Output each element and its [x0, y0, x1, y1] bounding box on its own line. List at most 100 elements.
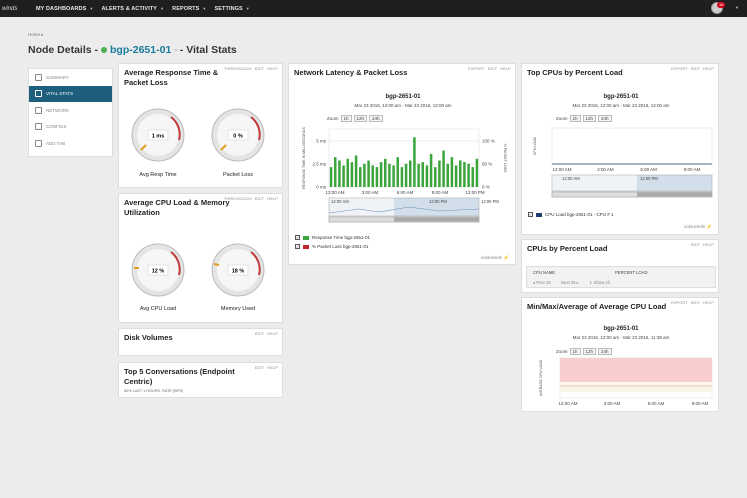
export-link[interactable]: EXPORT	[468, 67, 485, 71]
edit-link[interactable]: EDIT	[690, 243, 701, 247]
sidebar-item-configs[interactable]: CONFIGS	[29, 119, 112, 136]
brand-logo[interactable]: winds	[2, 5, 18, 12]
legend-label: Response Time bgp-2651-01	[312, 235, 371, 240]
legend-swatch	[303, 235, 309, 240]
help-link[interactable]: HELP	[267, 366, 278, 370]
edit-link[interactable]: EDIT	[690, 67, 701, 71]
help-link[interactable]: HELP	[500, 67, 511, 71]
legend-item[interactable]: ✓ Response Time bgp-2651-01	[295, 235, 370, 240]
legend-item[interactable]: ✓ CPU Load bgp-2651-01 - CPU # 1	[528, 212, 614, 217]
panel-response-time: Average Response Time & Packet Loss THRE…	[118, 63, 283, 188]
gauge-caption: Packet Loss	[223, 172, 253, 178]
tab-sidebar: SUMMARY VITAL STATS NETWORK CONFIGS ADD …	[28, 68, 113, 157]
help-link[interactable]: HELP	[703, 301, 714, 305]
edit-link[interactable]: EDIT	[254, 197, 265, 201]
bar	[475, 158, 479, 187]
notification-badge[interactable]: 16	[717, 2, 726, 8]
zoom-1h-button[interactable]: 1h	[340, 115, 352, 122]
logo-mark-icon: ⚡	[706, 224, 712, 229]
zoom-1h-button[interactable]: 1h	[569, 115, 581, 122]
panel-links: EDIT HELP	[252, 332, 278, 336]
nav-alerts-activity[interactable]: ALERTS & ACTIVITY ▼	[101, 6, 164, 12]
edit-link[interactable]: EDIT	[254, 67, 265, 71]
bar	[454, 165, 458, 187]
user-menu[interactable]: 16	[711, 2, 726, 15]
plus-icon	[35, 139, 42, 147]
bar	[346, 158, 349, 187]
export-link[interactable]: EXPORT	[671, 301, 688, 305]
x-tick-label: 12:00 PM	[465, 190, 485, 195]
node-name-link[interactable]: bgp-2651-01	[110, 44, 172, 56]
x-tick-label: 12:00 AM	[325, 190, 344, 195]
home-icon	[35, 73, 42, 81]
gear-icon	[35, 123, 42, 131]
nav-my-dashboards[interactable]: MY DASHBOARDS ▼	[36, 6, 93, 12]
thresholds-link[interactable]: THRESHOLDS	[223, 197, 252, 201]
help-link[interactable]: HELP	[267, 197, 278, 201]
bar	[459, 160, 462, 187]
bar	[425, 165, 429, 187]
bar	[434, 167, 437, 187]
cpu-table: CPU NAME PERCENT LOAD ◂ Prev 25 Next 25 …	[526, 266, 716, 288]
legend-swatch	[303, 244, 309, 249]
zoom-24h-button[interactable]: 24h	[369, 115, 383, 122]
panel-cpu-memory: Average CPU Load & Memory Utilization TH…	[118, 193, 283, 323]
legend-item[interactable]: ✓ % Packet Loss bgp-2651-01	[295, 244, 369, 249]
bar	[379, 162, 383, 187]
chevron-down-icon[interactable]: ▼	[735, 5, 739, 10]
gauge-value: 1 ms	[152, 134, 165, 140]
zoom-12h-button[interactable]: 12h	[582, 348, 597, 355]
edit-link[interactable]: EDIT	[254, 366, 265, 370]
zoom-label: Zoom	[327, 116, 339, 121]
breadcrumb-home[interactable]: Home	[28, 32, 41, 37]
help-link[interactable]: HELP	[703, 243, 714, 247]
bar	[429, 153, 433, 187]
zoom-12h-button[interactable]: 12h	[353, 115, 368, 122]
bar	[421, 162, 424, 187]
bar	[396, 157, 399, 187]
zoom-24h-button[interactable]: 24h	[598, 115, 612, 122]
y-tick-label: 2.5 ms	[312, 162, 326, 167]
help-link[interactable]: HELP	[703, 67, 714, 71]
nav-reports[interactable]: REPORTS ▼	[172, 6, 206, 12]
sidebar-item-vital-stats[interactable]: VITAL STATS	[29, 85, 112, 102]
sidebar-item-add-tab[interactable]: ADD TAB	[29, 135, 112, 152]
zoom-controls: Zoom 1h 12h 24h	[556, 115, 612, 122]
thresholds-link[interactable]: THRESHOLDS	[223, 67, 252, 71]
zoom-12h-button[interactable]: 12h	[582, 115, 597, 122]
bar	[450, 157, 454, 187]
zoom-1h-button[interactable]: 1h	[569, 348, 581, 355]
title-suffix: - Vital Stats	[179, 44, 237, 56]
show-all-link[interactable]: ⇕ Show All	[589, 280, 610, 285]
sidebar-item-summary[interactable]: SUMMARY	[29, 69, 112, 86]
x-tick-label: 9:00 AM	[692, 401, 709, 406]
panel-title: CPUs by Percent Load	[527, 244, 608, 253]
nav-settings[interactable]: SETTINGS ▼	[214, 6, 249, 12]
x-tick-label: 9:00 AM	[684, 167, 701, 172]
pager-next[interactable]: Next 25 ▸	[561, 280, 579, 285]
zoom-24h-button[interactable]: 24h	[598, 348, 612, 355]
checkbox[interactable]: ✓	[295, 244, 300, 249]
bar	[467, 163, 470, 187]
panel-links: EXPORT EDIT HELP	[668, 67, 714, 71]
checkbox[interactable]: ✓	[295, 235, 300, 240]
help-link[interactable]: HELP	[267, 67, 278, 71]
pager-prev[interactable]: ◂ Prev 25	[533, 280, 551, 285]
x-tick-label: 6:00 AM	[648, 401, 665, 406]
sidebar-item-label: VITAL STATS	[46, 91, 74, 97]
bar	[471, 167, 474, 187]
export-link[interactable]: EXPORT	[671, 67, 688, 71]
breadcrumb[interactable]: Home ▸	[28, 32, 44, 38]
edit-link[interactable]: EDIT	[487, 67, 498, 71]
edit-link[interactable]: EDIT	[690, 301, 701, 305]
y2-tick-label: 0 %	[482, 185, 490, 190]
help-link[interactable]: HELP	[267, 332, 278, 336]
checkbox[interactable]: ✓	[528, 212, 533, 217]
max-band	[560, 358, 712, 382]
panel-top5-conversations: Top 5 Conversations (Endpoint Centric) E…	[118, 362, 283, 398]
sidebar-item-network[interactable]: NETWORK	[29, 102, 112, 119]
plot-area	[551, 127, 713, 165]
chevron-down-icon: ▼	[160, 6, 165, 11]
edit-link[interactable]: EDIT	[254, 332, 265, 336]
navigator-selection	[637, 175, 712, 191]
